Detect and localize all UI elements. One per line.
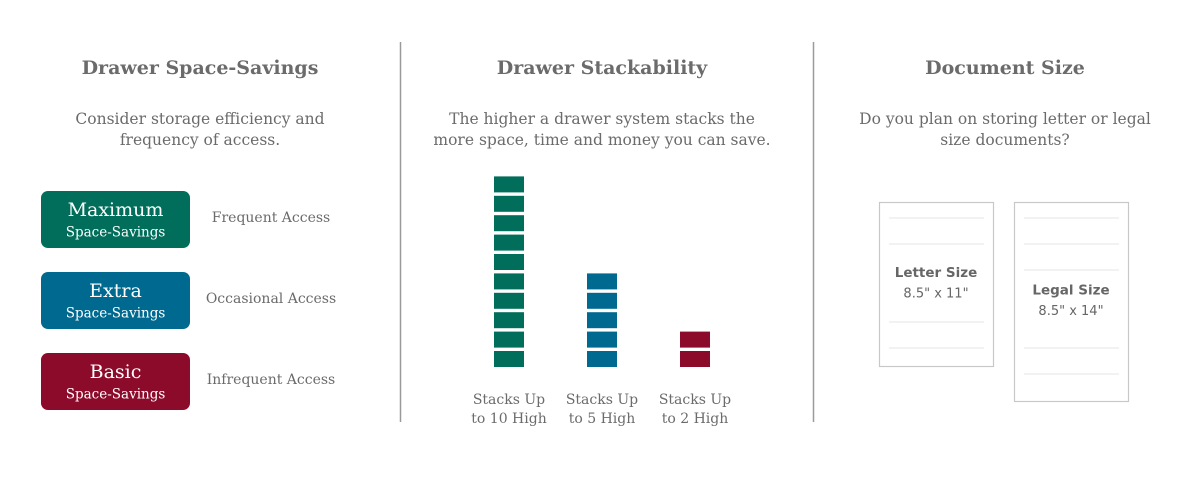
section-subtitle: The higher a drawer system stacks the [449,110,755,128]
drawer-block [494,195,524,212]
option-access: Occasional Access [206,291,336,307]
drawer-block [494,176,524,193]
drawer-block [494,273,524,290]
document-sheet [878,201,995,368]
document-size: 8.5" x 11" [903,287,968,302]
drawer-block [494,331,524,348]
stack-label: Stacks Up [566,392,638,408]
option-detail: Space-Savings [66,306,166,322]
drawer-block [587,273,617,290]
section-title: Document Size [925,57,1085,79]
stack-label: to 10 High [471,411,546,427]
option-name: Extra [89,280,142,302]
drawer-block [494,215,524,232]
option-access: Frequent Access [212,210,331,226]
drawer-block [680,331,710,348]
option-badge [41,191,190,248]
option-access: Infrequent Access [207,372,336,388]
option-name: Maximum [68,199,164,221]
stack-label: to 5 High [569,411,636,427]
section-subtitle: more space, time and money you can save. [433,131,770,149]
stack-label: Stacks Up [659,392,731,408]
section-title: Drawer Stackability [497,57,708,79]
section-subtitle: Do you plan on storing letter or legal [859,110,1151,128]
section-title: Drawer Space-Savings [82,57,319,79]
document-sheet [1013,201,1130,403]
document-name: Letter Size [895,265,978,281]
drawer-block [494,312,524,329]
section-subtitle: size documents? [940,131,1069,149]
document-size: 8.5" x 14" [1038,304,1103,319]
section-subtitle: Consider storage efficiency and [75,110,324,128]
drawer-block [494,351,524,367]
drawer-block [587,351,617,367]
document-name: Legal Size [1032,283,1109,299]
drawer-block [494,292,524,309]
drawer-block [587,331,617,348]
drawer-block [494,234,524,251]
section-subtitle: frequency of access. [120,131,280,149]
drawer-block [494,254,524,270]
option-detail: Space-Savings [66,225,166,241]
stack-label: Stacks Up [473,392,545,408]
stack-label: to 2 High [662,411,729,427]
option-badge [41,272,190,329]
option-detail: Space-Savings [66,387,166,403]
option-name: Basic [90,361,142,383]
option-badge [41,353,190,410]
drawer-block [680,351,710,367]
drawer-block [587,312,617,329]
drawer-block [587,292,617,309]
